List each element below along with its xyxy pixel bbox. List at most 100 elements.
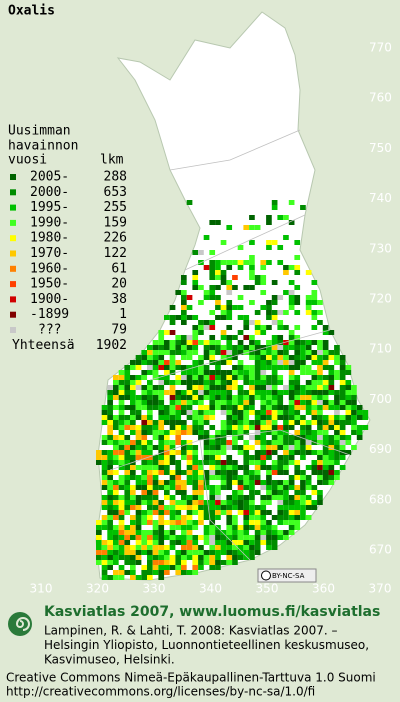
grid-square xyxy=(124,475,131,480)
grid-square xyxy=(169,505,176,510)
grid-square xyxy=(198,355,204,360)
grid-square xyxy=(288,290,295,295)
grid-square xyxy=(192,415,199,420)
grid-square xyxy=(152,520,159,525)
grid-square xyxy=(141,415,148,420)
grid-square xyxy=(181,450,187,455)
grid-square xyxy=(271,200,278,205)
grid-square xyxy=(215,565,221,570)
grid-square xyxy=(215,540,221,545)
grid-square xyxy=(113,570,119,575)
grid-square xyxy=(175,405,182,410)
grid-square xyxy=(130,570,136,575)
grid-square xyxy=(169,565,176,570)
grid-square xyxy=(232,490,238,495)
grid-square xyxy=(186,445,193,450)
grid-square xyxy=(113,510,119,515)
grid-square xyxy=(152,545,159,550)
grid-square xyxy=(220,360,227,365)
grid-square xyxy=(345,370,352,375)
grid-square xyxy=(181,355,187,360)
grid-square xyxy=(300,405,306,410)
grid-square xyxy=(334,440,340,445)
grid-square xyxy=(271,370,278,375)
grid-square xyxy=(226,495,233,500)
grid-square xyxy=(237,450,244,455)
grid-square xyxy=(186,380,193,385)
grid-square xyxy=(249,485,255,490)
grid-square xyxy=(152,430,159,435)
grid-square xyxy=(260,485,267,490)
grid-square xyxy=(118,510,125,515)
grid-square xyxy=(181,570,187,575)
grid-square xyxy=(328,475,335,480)
grid-square xyxy=(243,285,250,290)
grid-square xyxy=(181,425,187,430)
grid-square xyxy=(209,435,216,440)
grid-square xyxy=(147,345,153,350)
grid-square xyxy=(147,500,153,505)
grid-square xyxy=(283,410,289,415)
grid-square xyxy=(283,265,289,270)
grid-square xyxy=(135,545,142,550)
grid-square xyxy=(158,515,165,520)
grid-square xyxy=(237,445,244,450)
legend-label: 2005- xyxy=(30,170,69,185)
grid-square xyxy=(249,405,255,410)
grid-square xyxy=(147,540,153,545)
grid-square xyxy=(220,390,227,395)
grid-square xyxy=(203,515,210,520)
grid-square xyxy=(169,460,176,465)
grid-square xyxy=(271,240,278,245)
grid-square xyxy=(305,400,312,405)
grid-square xyxy=(130,395,136,400)
grid-square xyxy=(175,410,182,415)
grid-square xyxy=(334,370,340,375)
grid-square xyxy=(283,450,289,455)
grid-square xyxy=(186,530,193,535)
grid-square xyxy=(243,535,250,540)
grid-square xyxy=(226,520,233,525)
grid-square xyxy=(266,315,272,320)
grid-square xyxy=(107,525,113,530)
grid-square xyxy=(135,485,142,490)
grid-square xyxy=(147,550,153,555)
grid-square xyxy=(175,365,182,370)
grid-square xyxy=(215,360,221,365)
legend-swatch xyxy=(10,204,16,211)
grid-square xyxy=(209,545,216,550)
grid-square xyxy=(209,470,216,475)
grid-square xyxy=(169,315,176,320)
grid-square xyxy=(362,415,369,420)
grid-square xyxy=(220,550,227,555)
grid-square xyxy=(107,420,113,425)
grid-square xyxy=(271,525,278,530)
grid-square xyxy=(124,470,131,475)
grid-square xyxy=(124,480,131,485)
grid-square xyxy=(232,350,238,355)
grid-square xyxy=(322,325,329,330)
grid-square xyxy=(181,555,187,560)
footer: Lampinen, R. & Lahti, T. 2008: Kasviatla… xyxy=(6,624,376,699)
grid-square xyxy=(135,535,142,540)
grid-square xyxy=(283,340,289,345)
grid-square xyxy=(130,475,136,480)
grid-square xyxy=(232,425,238,430)
grid-square xyxy=(300,470,306,475)
grid-square xyxy=(294,520,301,525)
grid-square xyxy=(249,510,255,515)
grid-square xyxy=(107,390,113,395)
grid-square xyxy=(164,370,170,375)
grid-square xyxy=(220,505,227,510)
grid-square xyxy=(141,430,148,435)
grid-square xyxy=(311,280,318,285)
grid-square xyxy=(288,340,295,345)
grid-square xyxy=(181,375,187,380)
grid-square xyxy=(220,395,227,400)
grid-square xyxy=(135,555,142,560)
y-tick-label: 750 xyxy=(369,141,392,155)
grid-square xyxy=(175,505,182,510)
grid-square xyxy=(294,400,301,405)
grid-square xyxy=(152,460,159,465)
grid-square xyxy=(300,360,306,365)
